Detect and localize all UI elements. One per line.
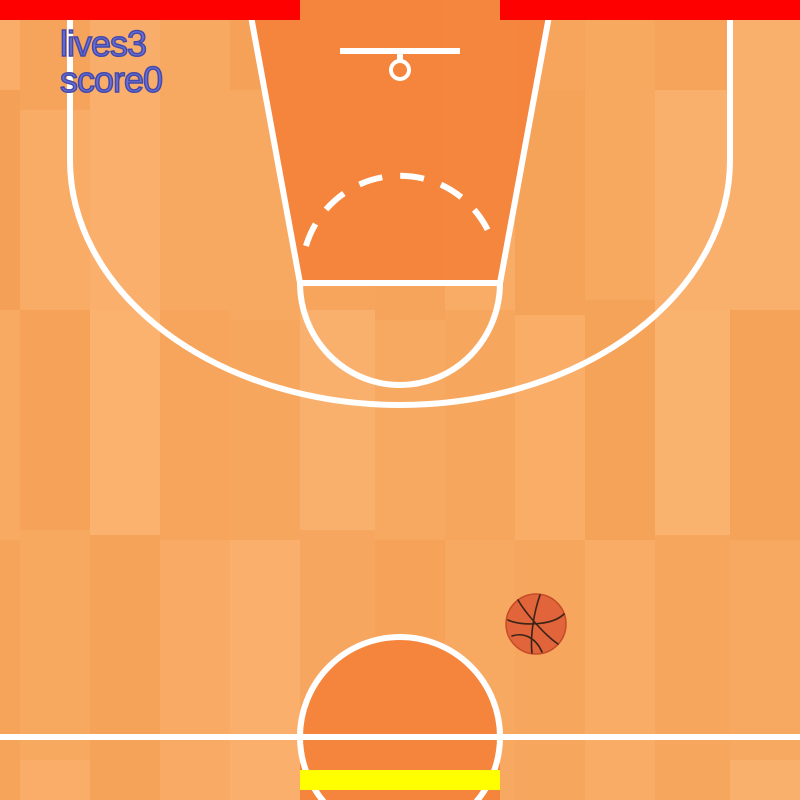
lives-value: 3 <box>126 23 148 64</box>
hud: lives3 score0 <box>59 23 164 100</box>
score-display: score0 <box>59 59 164 100</box>
three-point-line <box>67 0 733 408</box>
basketball-icon <box>505 593 567 655</box>
center-circle <box>297 634 503 800</box>
top-wall-left <box>0 0 300 20</box>
lives-label: lives <box>59 23 129 64</box>
score-label: score <box>59 59 145 100</box>
center-circle-fill <box>300 640 500 800</box>
paddle[interactable] <box>300 770 500 790</box>
lives-display: lives3 <box>59 23 162 64</box>
rim <box>389 59 411 81</box>
free-throw-circle <box>297 282 503 388</box>
top-wall-right <box>500 0 800 20</box>
lane-lines <box>245 0 555 286</box>
score-value: 0 <box>142 59 164 100</box>
free-throw-circle-dashed <box>303 172 497 247</box>
